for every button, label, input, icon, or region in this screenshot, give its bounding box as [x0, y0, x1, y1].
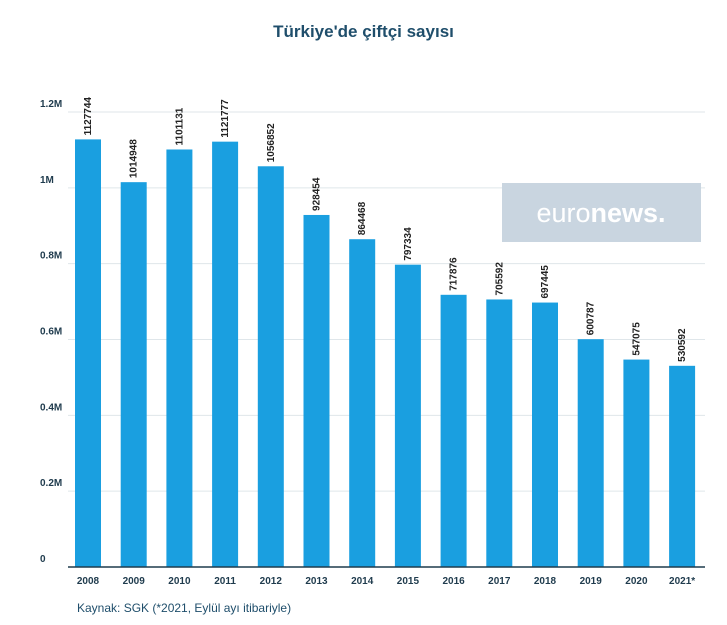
bar-2008 [75, 139, 101, 567]
y-tick-label: 0.6M [40, 327, 62, 338]
y-axis-ticks: 0 0.2M 0.4M 0.6M 0.8M 1M 1.2M [40, 99, 62, 565]
data-label: 547075 [631, 322, 642, 356]
data-label: 928454 [312, 177, 323, 211]
data-labels: 1127744 1014948 1101131 1121777 1056852 92845… [83, 97, 688, 362]
bar-2021* [669, 365, 696, 567]
y-tick-label: 1M [40, 175, 54, 186]
bar-2012 [257, 166, 284, 567]
bars [75, 139, 696, 568]
data-label: 1014948 [129, 139, 140, 178]
x-tick-label: 2020 [625, 576, 648, 587]
svg-text:euronews.: euronews. [536, 198, 665, 228]
bar-2014 [349, 239, 376, 568]
data-label: 530592 [677, 328, 688, 362]
source-note: Kaynak: SGK (*2021, Eylül ayı itibariyle… [77, 601, 292, 615]
data-label: 600787 [586, 301, 597, 335]
x-tick-label: 2018 [534, 576, 557, 587]
bar-2017 [486, 299, 513, 567]
x-axis-ticks: 2008 2009 2010 2011 2012 2013 2014 2015 2016 2017… [77, 576, 695, 587]
chart-title: Türkiye'de çiftçi sayısı [273, 22, 454, 41]
bar-2013 [303, 214, 330, 568]
bar-2010 [166, 149, 193, 567]
y-tick-label: 0.2M [40, 478, 62, 489]
x-tick-label: 2011 [214, 576, 236, 587]
data-label: 1121777 [220, 99, 231, 138]
x-tick-label: 2008 [77, 576, 100, 587]
x-tick-label: 2013 [305, 576, 328, 587]
data-label: 705592 [494, 262, 505, 296]
data-label: 697445 [540, 265, 551, 299]
data-label: 797334 [403, 227, 414, 261]
bar-2011 [212, 141, 239, 568]
data-label: 864468 [357, 201, 368, 235]
x-tick-label: 2019 [580, 576, 603, 587]
x-tick-label: 2017 [488, 576, 511, 587]
y-tick-label: 0 [40, 554, 46, 565]
x-tick-label: 2015 [397, 576, 420, 587]
gridlines [68, 111, 705, 492]
bar-chart: 0 0.2M 0.4M 0.6M 0.8M 1M 1.2M euronews. 112774… [40, 97, 705, 587]
x-tick-label: 2010 [168, 576, 191, 587]
bar-2009 [120, 182, 147, 568]
y-tick-label: 1.2M [40, 99, 62, 110]
bar-2015 [394, 264, 421, 567]
x-tick-label: 2012 [260, 576, 283, 587]
y-tick-label: 0.4M [40, 402, 62, 413]
data-label: 1101131 [174, 107, 185, 145]
x-tick-label: 2014 [351, 576, 374, 587]
y-tick-label: 0.8M [40, 251, 62, 262]
watermark-part1: euro [536, 198, 590, 228]
watermark-part2: news. [591, 198, 666, 228]
x-tick-label: 2021* [669, 576, 695, 587]
bar-2016 [440, 294, 467, 567]
bar-2018 [532, 302, 558, 567]
x-tick-label: 2016 [442, 576, 465, 587]
data-label: 1127744 [83, 97, 94, 136]
x-tick-label: 2009 [123, 576, 146, 587]
data-label: 717876 [449, 257, 460, 291]
bar-2020 [623, 359, 650, 567]
data-label: 1056852 [266, 123, 277, 162]
euronews-watermark: euronews. [502, 183, 701, 242]
bar-2019 [577, 339, 604, 567]
